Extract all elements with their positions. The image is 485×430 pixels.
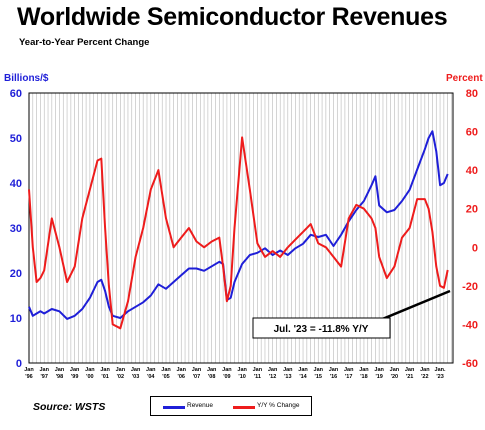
x-tick-label-bottom: '12 xyxy=(269,374,276,380)
x-tick-label-top: Jan xyxy=(268,367,278,373)
x-tick-label-top: Jan xyxy=(70,367,80,373)
chart-title: Worldwide Semiconductor Revenues xyxy=(17,3,448,31)
x-tick-label-top: Jan xyxy=(405,367,415,373)
source-note: Source: WSTS xyxy=(33,401,106,413)
x-tick-label-bottom: '00 xyxy=(86,374,93,380)
x-tick-label-top: Jan xyxy=(359,367,369,373)
x-tick-label-bottom: '09 xyxy=(223,374,230,380)
x-tick-label-top: Jan xyxy=(177,367,187,373)
x-tick-label-top: Jan xyxy=(207,367,217,373)
x-tick-label-top: Jan xyxy=(161,367,171,373)
left-tick-label: 50 xyxy=(10,133,22,145)
x-tick-label-top: Jan xyxy=(131,367,141,373)
x-tick-label-top: Jan xyxy=(192,367,202,373)
plot-frame xyxy=(28,92,454,364)
x-tick-label-bottom: '05 xyxy=(162,374,169,380)
x-tick-label-bottom: '96 xyxy=(25,374,32,380)
left-tick-label: 60 xyxy=(10,88,22,100)
x-tick-label-bottom: '97 xyxy=(41,374,48,380)
x-tick-label-bottom: '22 xyxy=(421,374,428,380)
right-tick-label: -20 xyxy=(462,281,478,293)
x-tick-label-bottom: '04 xyxy=(147,374,155,380)
x-tick-label-top: Jan xyxy=(283,367,293,373)
revenue-series-line xyxy=(28,130,449,320)
x-tick-label-bottom: '06 xyxy=(178,374,185,380)
x-tick-label-bottom: '18 xyxy=(360,374,367,380)
x-tick-label-bottom: '02 xyxy=(117,374,124,380)
x-tick-label-bottom: '03 xyxy=(132,374,139,380)
right-tick-label: 60 xyxy=(466,127,478,139)
x-tick-label-top: Jan xyxy=(420,367,430,373)
left-tick-label: 0 xyxy=(16,358,22,370)
x-tick-label-top: Jan xyxy=(100,367,110,373)
x-tick-label-bottom: '21 xyxy=(406,374,413,380)
x-tick-label-top: Jan xyxy=(55,367,65,373)
x-tick-label-top: Jan xyxy=(374,367,384,373)
annotation-text: Jul. '23 = -11.8% Y/Y xyxy=(274,324,369,335)
legend-label-revenue: Revenue xyxy=(187,402,214,409)
x-axis-ticks: Jan'96Jan'97Jan'98Jan'99Jan'00Jan'01Jan'… xyxy=(24,367,446,380)
x-tick-label-top: Jan xyxy=(237,367,247,373)
legend-label-yy: Y/Y % Change xyxy=(257,402,300,409)
x-tick-label-top: Jan xyxy=(344,367,354,373)
yy-change-series-line xyxy=(28,136,449,330)
x-tick-label-bottom: '14 xyxy=(299,374,307,380)
x-tick-label-top: Jan xyxy=(116,367,126,373)
right-tick-label: 40 xyxy=(466,165,478,177)
x-tick-label-bottom: '99 xyxy=(71,374,78,380)
x-tick-label-bottom: '20 xyxy=(391,374,398,380)
right-tick-label: -40 xyxy=(462,319,478,331)
x-tick-label-bottom: '98 xyxy=(56,374,63,380)
x-tick-label-bottom: '19 xyxy=(375,374,382,380)
x-tick-label-top: Jan xyxy=(314,367,324,373)
x-tick-label-bottom: '13 xyxy=(284,374,291,380)
x-tick-label-bottom: '10 xyxy=(238,374,245,380)
left-tick-label: 40 xyxy=(10,178,22,190)
x-tick-label-bottom: '16 xyxy=(330,374,337,380)
x-tick-label-bottom: '11 xyxy=(254,374,261,380)
x-tick-label-top: Jan. xyxy=(435,367,446,373)
x-tick-label-top: Jan xyxy=(329,367,339,373)
x-tick-label-bottom: '23 xyxy=(436,374,443,380)
x-tick-label-bottom: '08 xyxy=(208,374,215,380)
left-axis-label: Billions/$ xyxy=(4,73,49,84)
x-tick-label-top: Jan xyxy=(222,367,232,373)
right-tick-label: 80 xyxy=(466,88,478,100)
x-tick-label-bottom: '15 xyxy=(315,374,322,380)
legend-swatch-revenue xyxy=(163,406,185,409)
right-axis-ticks: -60 -40 -20 0 20 40 60 80 xyxy=(462,88,478,370)
annotation-box xyxy=(252,317,391,339)
left-tick-label: 30 xyxy=(10,223,22,235)
x-tick-label-bottom: '07 xyxy=(193,374,200,380)
x-tick-label-bottom: '17 xyxy=(345,374,352,380)
x-tick-label-bottom: '01 xyxy=(101,374,108,380)
x-tick-label-top: Jan xyxy=(390,367,400,373)
series-lines xyxy=(28,130,449,330)
left-tick-label: 20 xyxy=(10,268,22,280)
left-axis-ticks: 0 10 20 30 40 50 60 xyxy=(10,88,22,370)
chart-subtitle: Year-to-Year Percent Change xyxy=(19,37,150,48)
right-axis-label: Percent xyxy=(446,73,483,84)
right-tick-label: -60 xyxy=(462,358,478,370)
x-tick-label-top: Jan xyxy=(298,367,308,373)
x-tick-label-top: Jan xyxy=(85,367,95,373)
x-tick-label-top: Jan xyxy=(146,367,156,373)
x-tick-label-top: Jan xyxy=(39,367,49,373)
legend: Revenue Y/Y % Change xyxy=(150,396,312,416)
x-tick-label-top: Jan xyxy=(24,367,34,373)
left-tick-label: 10 xyxy=(10,313,22,325)
legend-swatch-yy xyxy=(233,406,255,409)
right-tick-label: 0 xyxy=(472,242,478,254)
right-tick-label: 20 xyxy=(466,204,478,216)
x-tick-label-top: Jan xyxy=(253,367,263,373)
annotation-leader xyxy=(379,289,451,322)
